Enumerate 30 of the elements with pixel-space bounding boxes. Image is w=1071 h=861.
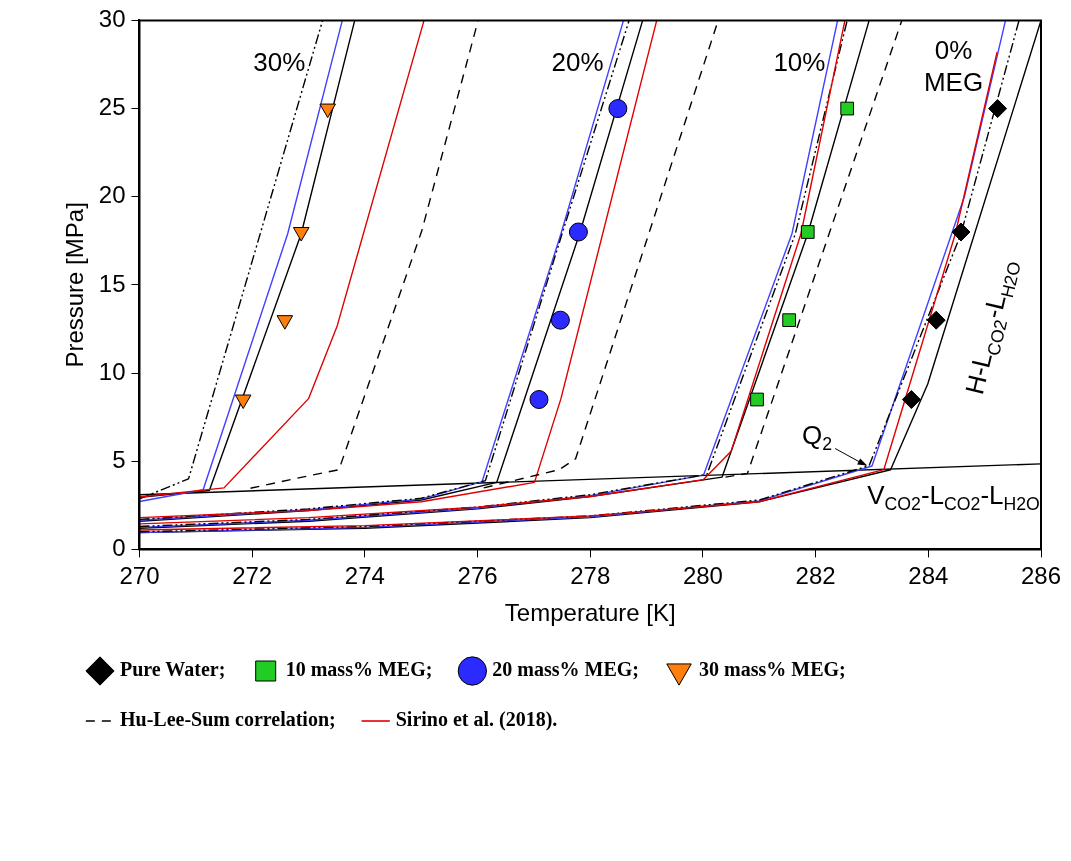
x-tick-label: 282: [795, 562, 836, 590]
legend-label: 20 mass% MEG;: [492, 658, 640, 681]
x-tick-label: 286: [1020, 562, 1062, 590]
x-tick-label: 278: [570, 562, 611, 590]
legend-label: 10 mass% MEG;: [285, 658, 433, 681]
x-tick-label: 272: [232, 562, 273, 590]
y-tick-label: 30: [98, 5, 126, 33]
x-axis-title: Temperature [K]: [504, 599, 676, 627]
y-axis-title: Pressure [MPa]: [61, 202, 89, 368]
annotation: MEG: [923, 67, 984, 98]
x-tick-label: 280: [682, 562, 723, 590]
annotation: H-LCO2-LH2O: [959, 259, 1025, 398]
legend-label: Sirino et al. (2018).: [395, 708, 558, 732]
y-tick-label: 5: [112, 445, 126, 473]
y-tick-label: 0: [112, 534, 126, 562]
x-tick-label: 276: [457, 562, 498, 590]
x-tick-label: 274: [344, 562, 385, 590]
y-tick-label: 25: [98, 93, 126, 121]
annotation: 10%: [773, 47, 826, 78]
legend-label: 30 mass% MEG;: [699, 658, 846, 681]
annotation: 0%: [934, 35, 973, 66]
legend-label: Pure Water;: [120, 658, 226, 681]
x-tick-label: 270: [119, 562, 160, 590]
y-tick-label: 15: [98, 269, 126, 297]
annotation: 20%: [551, 47, 604, 78]
y-tick-label: 20: [98, 181, 126, 209]
legend-label: Hu-Lee-Sum correlation;: [120, 708, 336, 731]
y-tick-label: 10: [98, 357, 126, 385]
x-tick-label: 284: [908, 562, 949, 590]
annotation: 30%: [253, 47, 306, 78]
